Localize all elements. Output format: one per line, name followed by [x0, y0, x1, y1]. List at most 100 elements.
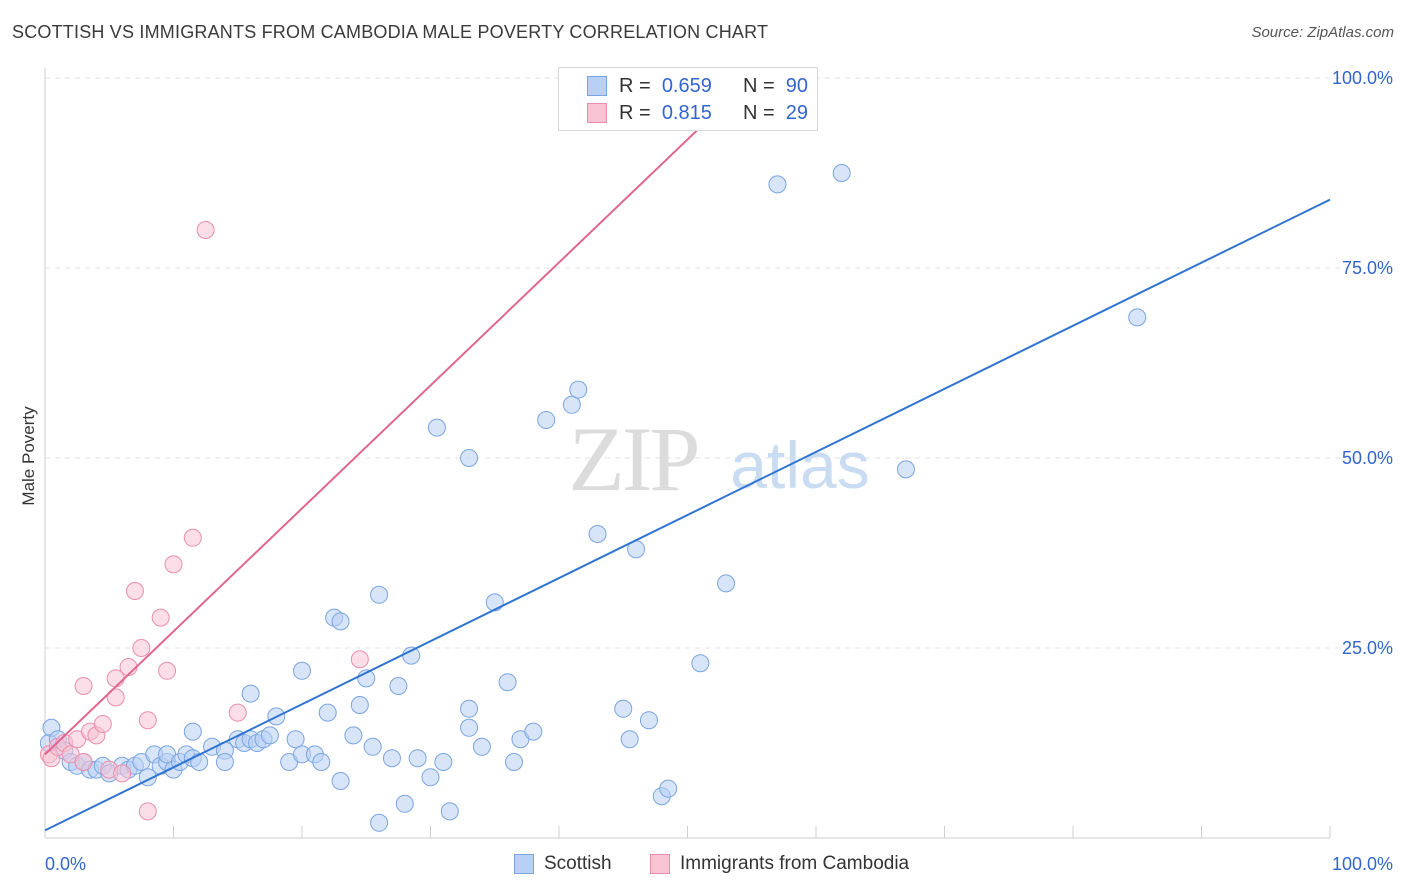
point-scottish — [460, 718, 479, 737]
legend-swatch-scottish — [587, 76, 607, 96]
point-cambodia — [93, 715, 112, 733]
point-cambodia — [138, 711, 157, 730]
point-scottish — [768, 175, 787, 194]
point-scottish — [620, 730, 639, 749]
point-cambodia — [74, 753, 93, 771]
point-scottish — [260, 726, 279, 745]
point-cambodia — [228, 703, 247, 722]
point-scottish — [485, 593, 504, 612]
point-scottish — [691, 654, 710, 673]
point-scottish — [331, 772, 350, 790]
legend-swatch-cambodia — [650, 854, 670, 874]
point-scottish — [832, 164, 851, 182]
point-cambodia — [158, 661, 177, 680]
trend-lines — [44, 77, 1331, 832]
n-value-scottish: 90 — [785, 74, 808, 97]
r-value-scottish: 0.659 — [661, 74, 712, 97]
source-label: Source: ZipAtlas.com — [1251, 24, 1394, 41]
point-cambodia — [106, 688, 125, 707]
point-scottish — [241, 684, 260, 703]
legend-item-cambodia: Immigrants from Cambodia — [650, 852, 909, 876]
point-scottish — [286, 730, 305, 749]
legend-swatch-cambodia — [587, 103, 607, 123]
point-cambodia — [164, 555, 183, 574]
point-scottish — [498, 673, 517, 692]
legend-swatch-scottish — [514, 854, 534, 874]
point-scottish — [896, 460, 915, 479]
point-scottish — [569, 380, 588, 399]
legend-row-cambodia: R = 0.815 N = 29 — [587, 101, 808, 125]
chart-title: SCOTTISH VS IMMIGRANTS FROM CAMBODIA MAL… — [12, 22, 769, 42]
point-scottish — [440, 802, 459, 821]
point-scottish — [537, 411, 556, 429]
point-scottish — [427, 418, 446, 437]
watermark-atlas: atlas — [730, 428, 869, 502]
point-scottish — [382, 749, 401, 768]
axes — [44, 68, 1331, 839]
point-scottish — [190, 753, 209, 771]
point-scottish — [505, 753, 524, 771]
point-scottish — [472, 737, 491, 756]
point-scottish — [524, 722, 543, 741]
point-scottish — [562, 395, 581, 414]
y-axis-label: Male Poverty — [19, 406, 38, 506]
watermark-zip: ZIP — [569, 408, 698, 510]
point-scottish — [363, 737, 382, 756]
point-cambodia — [119, 658, 138, 676]
point-cambodia — [113, 764, 132, 783]
point-scottish — [183, 722, 202, 741]
trend-line-cambodia — [44, 77, 753, 756]
r-value-cambodia: 0.815 — [661, 101, 712, 124]
legend-label-scottish: Scottish — [544, 853, 612, 874]
x-tick-label: 0.0% — [45, 854, 86, 874]
y-tick-label: 25.0% — [1342, 638, 1393, 658]
point-scottish — [659, 779, 678, 798]
point-scottish — [460, 449, 479, 467]
point-cambodia — [183, 528, 202, 547]
point-scottish — [312, 753, 331, 771]
point-scottish — [370, 813, 389, 832]
n-label: N = — [742, 74, 775, 97]
tick-labels: 25.0% 50.0% 75.0% 100.0% 0.0% 100.0% — [45, 68, 1393, 874]
point-scottish — [215, 753, 234, 771]
point-scottish — [318, 703, 337, 722]
point-scottish — [639, 711, 658, 730]
point-cambodia — [138, 802, 157, 821]
correlation-legend: R = 0.659 N = 90 R = 0.815 N = 29 — [558, 67, 818, 131]
r-label: R = — [619, 101, 651, 124]
trend-line-scottish — [44, 198, 1331, 832]
point-cambodia — [350, 650, 369, 669]
y-tick-label: 75.0% — [1342, 258, 1393, 278]
n-label: N = — [742, 101, 775, 124]
point-scottish — [614, 699, 633, 718]
point-scottish — [421, 768, 440, 787]
point-scottish — [293, 661, 311, 680]
point-scottish — [331, 612, 350, 631]
x-tick-label: 100.0% — [1332, 854, 1393, 874]
point-cambodia — [196, 221, 215, 239]
point-scottish — [389, 677, 408, 695]
grid — [45, 77, 1392, 649]
watermark: ZIP atlas — [569, 408, 870, 510]
point-scottish — [1128, 308, 1147, 327]
point-scottish — [434, 753, 453, 771]
legend-row-scottish: R = 0.659 N = 90 — [587, 74, 808, 98]
y-tick-label: 100.0% — [1332, 68, 1393, 88]
point-scottish — [344, 726, 363, 745]
legend-label-cambodia: Immigrants from Cambodia — [680, 853, 910, 874]
point-scottish — [350, 696, 369, 714]
point-scottish — [460, 699, 479, 718]
point-cambodia — [74, 677, 93, 695]
point-scottish — [408, 749, 427, 768]
point-scottish — [370, 585, 389, 604]
point-cambodia — [132, 639, 151, 657]
point-scottish — [395, 794, 414, 813]
point-scottish — [717, 574, 736, 593]
r-label: R = — [619, 74, 651, 97]
legend-item-scottish: Scottish — [514, 852, 612, 876]
n-value-cambodia: 29 — [785, 101, 808, 124]
point-scottish — [588, 525, 607, 543]
point-cambodia — [125, 582, 144, 600]
point-cambodia — [151, 608, 170, 627]
